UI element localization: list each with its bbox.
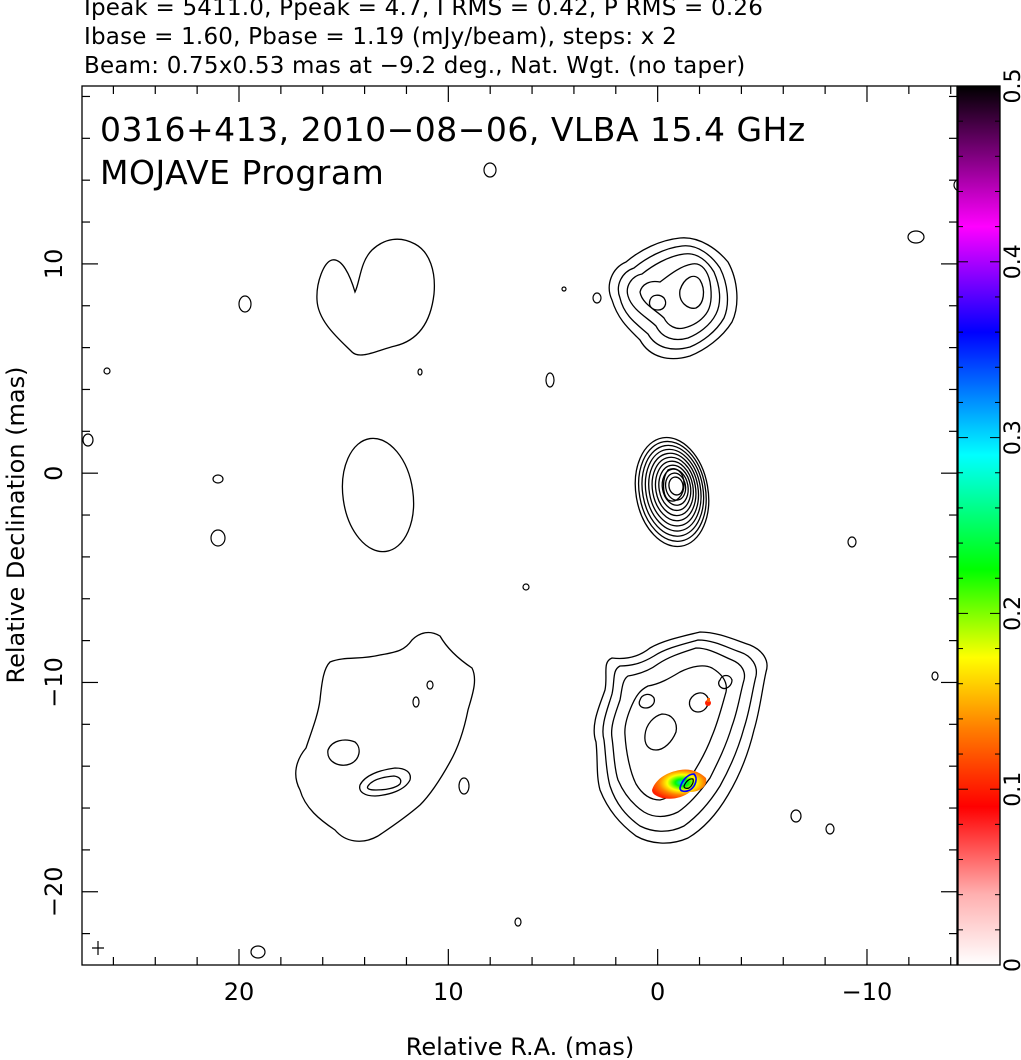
noise-contour: [412, 696, 420, 708]
core-contour: [658, 464, 692, 512]
contours: [295, 237, 768, 844]
contour-lower-right-4: [624, 665, 728, 801]
contour-upper-right-5: [679, 275, 705, 309]
colorbar-tick-label: 0.1: [1001, 772, 1021, 807]
noise-contour: [592, 292, 602, 304]
contour-upper-right-6: [648, 294, 667, 311]
contour-lower-right-3: [610, 647, 746, 818]
axis-ticks: [82, 86, 957, 965]
core-contour: [634, 436, 710, 548]
header-line-3: Beam: 0.75x0.53 mas at −9.2 deg., Nat. W…: [84, 53, 746, 79]
contour-upper-right-3: [626, 253, 721, 341]
colorbar-tick-label: 0: [1001, 958, 1021, 972]
noise-contour: [250, 945, 266, 959]
colorbar-tick-label: 0.5: [1001, 69, 1021, 104]
noise-contour: [514, 917, 522, 927]
contour-lower-right-2: [602, 639, 758, 832]
noise-contour: [417, 368, 423, 376]
core-contours: [634, 436, 710, 548]
noise-contour: [458, 777, 470, 795]
colorbar-tick-label: 0.2: [1001, 596, 1021, 631]
colorbar: [957, 85, 1001, 966]
x-axis-label: Relative R.A. (mas): [406, 1033, 634, 1060]
noise-contour: [561, 286, 567, 292]
contour-lower-left-inner: [359, 767, 411, 797]
polarization-peak-contour-inner: [683, 778, 694, 789]
y-tick-label: −20: [40, 866, 68, 917]
contour-upper-right-1: [608, 237, 738, 360]
chart-title: 0316+413, 2010−08−06, VLBA 15.4 GHz: [100, 110, 806, 149]
noise-contour: [210, 529, 226, 547]
contour-lower-left-inner-2: [366, 775, 402, 791]
beam-cross-icon: [92, 941, 104, 955]
contour-upper-right-4: [639, 263, 712, 330]
noise-contour: [545, 372, 555, 388]
noise-contour: [103, 367, 111, 375]
noise-contour: [238, 295, 252, 313]
core-contour: [651, 456, 697, 522]
polarization-spot-small: [707, 698, 710, 702]
contour-upper-right-2: [617, 245, 729, 350]
noise-contour: [907, 230, 925, 244]
polarization-patch: [652, 769, 707, 799]
header-line-2: Ibase = 1.60, Pbase = 1.19 (mJy/beam), s…: [84, 24, 677, 50]
contour-lower-right-7: [638, 693, 656, 709]
contour-lower-left-hole: [327, 739, 360, 766]
x-tick-label: 20: [224, 978, 255, 1006]
core-contour: [654, 460, 694, 517]
x-tick-label: 10: [433, 978, 464, 1006]
noise-contour: [931, 671, 939, 681]
noise-contour: [825, 823, 835, 835]
contour-upper-left: [316, 238, 436, 356]
core-contour: [637, 440, 707, 543]
contour-lower-right-1: [593, 631, 768, 844]
noise-contours: [82, 162, 967, 959]
noise-contour: [212, 474, 224, 484]
noise-contour: [790, 809, 802, 823]
header-line-1: Ipeak = 5411.0, Ppeak = 4.7, I RMS = 0.4…: [84, 0, 764, 21]
beam-contour: [341, 437, 415, 553]
noise-contour: [82, 433, 94, 447]
y-tick-label: 0: [40, 466, 68, 481]
core-contour-inner: [662, 468, 685, 502]
contour-lower-left: [295, 631, 476, 842]
core-contour: [668, 476, 684, 496]
y-tick-label: −10: [40, 657, 68, 708]
colorbar-ticks: [958, 85, 1000, 966]
core-contour: [644, 448, 702, 532]
x-tick-label: 0: [650, 978, 665, 1006]
noise-contour: [522, 583, 530, 591]
contour-lower-right-5: [644, 713, 678, 751]
contour-lower-right-8: [718, 674, 733, 690]
chart-subtitle: MOJAVE Program: [100, 153, 384, 192]
y-tick-label: 10: [40, 249, 68, 280]
plot-frame: [81, 85, 958, 966]
colorbar-tick-label: 0.4: [1001, 244, 1021, 279]
contour-lower-right-6: [688, 692, 710, 713]
colorbar-tick-label: 0.3: [1001, 420, 1021, 455]
tick-labels: 20 10 0 −10 10 0 −10 −20: [40, 249, 892, 1006]
core-contour: [641, 444, 705, 537]
core-contour: [648, 452, 700, 527]
noise-contour: [426, 680, 434, 690]
x-tick-label: −10: [842, 978, 893, 1006]
noise-contour: [483, 162, 497, 178]
y-axis-label: Relative Declination (mas): [2, 366, 30, 683]
core-contour: [664, 472, 687, 501]
colorbar-tick-labels: 0 0.1 0.2 0.3 0.4 0.5: [1001, 69, 1021, 973]
noise-contour: [847, 536, 857, 548]
polarization-peak-contour: [679, 773, 697, 793]
